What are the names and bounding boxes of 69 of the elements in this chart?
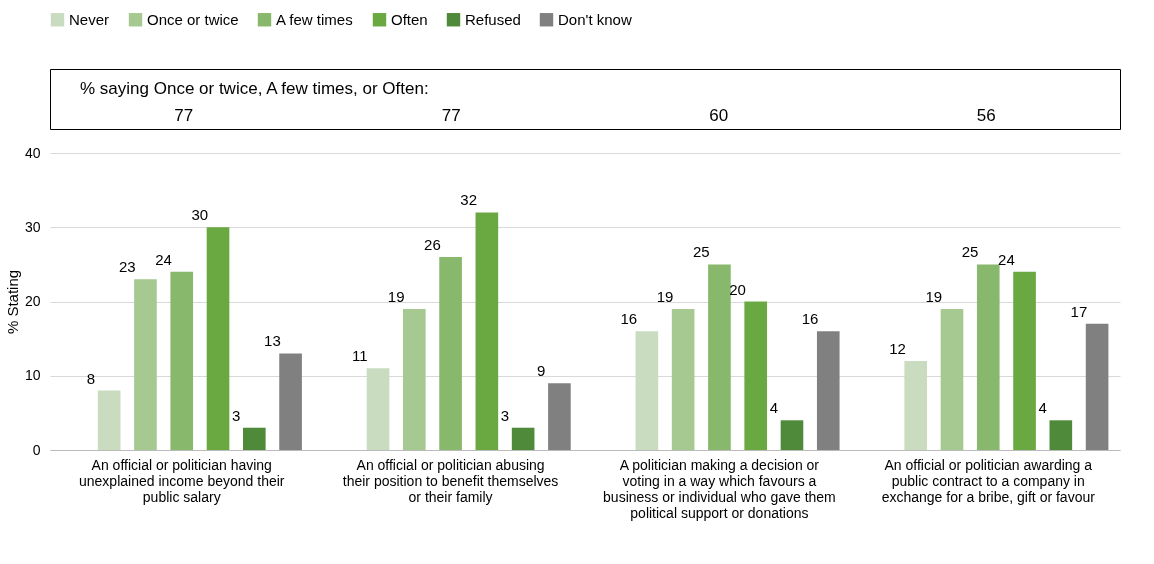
data-label: 24 xyxy=(998,250,1015,268)
data-label: 4 xyxy=(769,399,779,417)
y-tick-label: 0 xyxy=(32,441,41,458)
bar xyxy=(206,227,230,450)
legend-label: Don't know xyxy=(558,10,632,28)
y-axis-title: % Stating xyxy=(3,269,21,335)
data-label: 3 xyxy=(500,406,510,424)
bar xyxy=(279,353,302,450)
data-label: 30 xyxy=(191,206,209,224)
x-tick-label: An official or politician abusing their position to benefit themselves or their family xyxy=(342,456,559,505)
bar xyxy=(780,420,804,450)
data-label: 12 xyxy=(889,339,906,357)
bar xyxy=(134,279,157,450)
data-label: 4 xyxy=(1038,399,1047,417)
data-label: 25 xyxy=(692,243,710,261)
bar xyxy=(940,308,964,450)
bar xyxy=(366,368,390,450)
data-label: 25 xyxy=(961,243,979,261)
bar xyxy=(1049,420,1073,450)
data-label: 20 xyxy=(729,280,746,298)
bar xyxy=(635,331,659,450)
x-tick-label: An official or politician having unexplained income beyond their public salary xyxy=(78,456,285,505)
data-label: 23 xyxy=(118,258,136,276)
bar xyxy=(1085,323,1109,450)
text: % saying Once or twice, A few times, or Often: xyxy=(80,79,429,98)
data-label: 19 xyxy=(656,287,674,305)
bar xyxy=(816,331,840,450)
legend-label: Once or twice xyxy=(147,10,239,28)
text: 56 xyxy=(976,106,996,125)
text: 77 xyxy=(174,106,194,125)
data-label: 8 xyxy=(86,369,96,387)
data-label: 16 xyxy=(801,310,819,328)
data-label: 17 xyxy=(1070,302,1088,320)
bar xyxy=(1013,271,1036,450)
bar xyxy=(475,212,499,450)
data-label: 19 xyxy=(925,287,943,305)
x-tick-label: An official or politician awarding a public contract to a company in exchange for a bribe, gift or favour xyxy=(881,456,1096,505)
bar xyxy=(402,308,426,450)
data-label: 3 xyxy=(231,406,241,424)
bar xyxy=(708,264,731,450)
bar xyxy=(744,301,768,450)
y-tick-label: 40 xyxy=(24,144,41,161)
data-label: 26 xyxy=(424,235,441,253)
bar xyxy=(242,427,266,450)
y-tick-label: 30 xyxy=(24,218,41,235)
data-label: 16 xyxy=(620,310,638,328)
text: 60 xyxy=(709,106,729,125)
bar xyxy=(976,264,1000,450)
data-label: 13 xyxy=(264,332,281,350)
y-tick-label: 10 xyxy=(24,367,41,384)
bar xyxy=(97,390,121,450)
bar xyxy=(170,271,194,450)
legend-label: Often xyxy=(391,10,428,28)
y-tick-label: 20 xyxy=(24,293,41,309)
data-label: 9 xyxy=(537,362,546,380)
bar xyxy=(904,360,928,450)
legend-label: Refused xyxy=(465,10,521,28)
x-tick-label: A politician making a decision or voting in a way which favours a business or individual who gave them political support or donations xyxy=(603,456,836,521)
legend-label: Never xyxy=(69,10,110,28)
data-label: 19 xyxy=(387,287,405,305)
bar xyxy=(671,308,695,450)
bar xyxy=(511,427,535,450)
text: 77 xyxy=(441,106,461,125)
bar xyxy=(439,256,462,450)
data-label: 24 xyxy=(155,250,172,268)
data-label: 11 xyxy=(352,347,368,365)
legend-label: A few times xyxy=(276,10,353,28)
bar xyxy=(548,383,571,450)
data-label: 32 xyxy=(460,191,478,209)
